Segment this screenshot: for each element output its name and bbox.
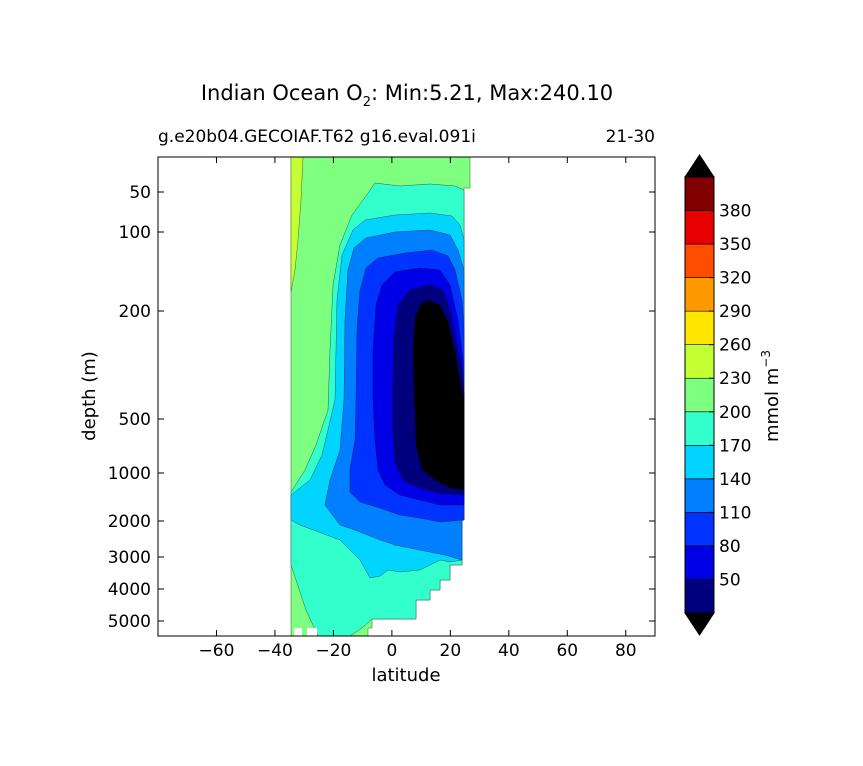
chart-subtitle-right: 21-30: [606, 127, 655, 147]
colorbar-tick-label: 230: [719, 369, 751, 389]
x-tick-label: 80: [615, 641, 637, 661]
colorbar-label-main: mmol m: [762, 368, 783, 442]
y-tick-label: 4000: [108, 580, 151, 600]
oxygen-field: [290, 156, 471, 637]
field-gap-1: [294, 628, 302, 636]
field-gap-2: [307, 628, 317, 636]
colorbar-tick-label: 80: [719, 537, 741, 557]
x-axis-label: latitude: [371, 665, 440, 686]
colorbar-swatch: [684, 176, 715, 211]
colorbar-swatch: [684, 579, 715, 614]
colorbar-tick-label: 380: [719, 202, 751, 222]
y-tick-label: 5000: [108, 612, 151, 632]
x-tick-label: −60: [199, 641, 235, 661]
chart-title-rest: : Min:5.21, Max:240.10: [371, 81, 613, 105]
colorbar-swatch: [684, 445, 715, 480]
colorbar-swatch: [684, 478, 715, 513]
colorbar-swatch: [684, 210, 715, 245]
chart-title-main: Indian Ocean O: [201, 81, 363, 105]
colorbar-swatch: [684, 512, 715, 547]
colorbar-frame: [684, 176, 715, 614]
colorbar-swatch: [684, 310, 715, 345]
x-tick-label: 60: [556, 641, 578, 661]
y-axis-ticks: 50 100 200 500 1000 2000 3000 4000 5000: [108, 183, 655, 632]
colorbar-tick-label: 350: [719, 235, 751, 255]
y-tick-label: 2000: [108, 512, 151, 532]
colorbar-swatch: [684, 377, 715, 413]
colorbar-swatch: [684, 243, 715, 278]
y-axis-label: depth (m): [79, 351, 100, 441]
x-tick-label: 20: [440, 641, 462, 661]
colorbar-tick-label: 140: [719, 470, 751, 490]
colorbar-tick-label: 200: [719, 403, 751, 423]
y-tick-label: 100: [119, 223, 151, 243]
colorbar-swatch: [684, 344, 715, 379]
y-tick-label: 200: [119, 302, 151, 322]
colorbar-label: mmol m−3: [759, 350, 783, 442]
chart-subtitle-left: g.e20b04.GECOIAF.T62 g16.eval.091i: [158, 127, 476, 147]
colorbar-tick-label: 290: [719, 302, 751, 322]
colorbar-swatch: [684, 411, 715, 446]
chart-title: Indian Ocean O2: Min:5.21, Max:240.10: [201, 81, 613, 110]
y-tick-label: 50: [129, 183, 151, 203]
y-tick-label: 500: [119, 410, 151, 430]
chart-title-subscript: 2: [363, 95, 371, 110]
y-tick-label: 1000: [108, 464, 151, 484]
plot-area: −60 −40 −20 0 20 40 60 80 50 100 200 500 1000 2000 30…: [108, 156, 656, 661]
x-axis-ticks: −60 −40 −20 0 20 40 60 80: [199, 157, 637, 661]
colorbar: 50 80 110 140 170 200 230 260 290 320 350 380: [684, 154, 751, 636]
x-tick-label: −40: [257, 641, 293, 661]
colorbar-label-superscript: −3: [759, 350, 773, 368]
colorbar-tick-label: 110: [719, 503, 751, 523]
x-tick-label: 0: [386, 641, 397, 661]
x-tick-label: −20: [315, 641, 351, 661]
colorbar-tick-label: 170: [719, 436, 751, 456]
colorbar-swatch: [684, 277, 715, 312]
colorbar-tick-label: 320: [719, 269, 751, 289]
band-under-min: [413, 300, 464, 490]
colorbar-swatch: [684, 545, 715, 580]
y-tick-label: 3000: [108, 548, 151, 568]
colorbar-tick-label: 50: [719, 570, 741, 590]
plot-frame: [157, 156, 656, 637]
x-tick-label: 40: [498, 641, 520, 661]
colorbar-tick-label: 260: [719, 336, 751, 356]
